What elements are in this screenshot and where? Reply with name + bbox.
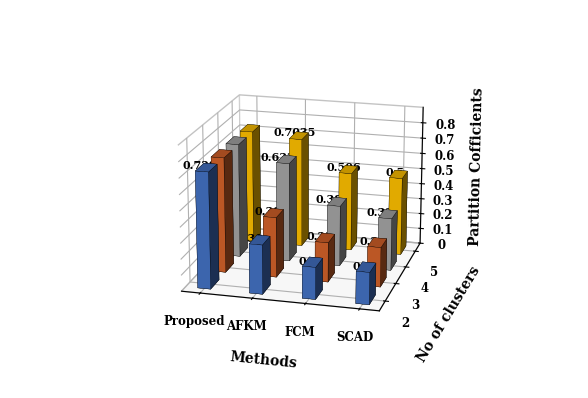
X-axis label: Methods: Methods <box>229 351 298 371</box>
Y-axis label: No of clusters: No of clusters <box>415 264 483 365</box>
